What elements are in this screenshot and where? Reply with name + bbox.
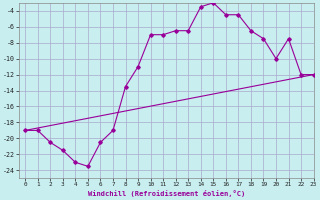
X-axis label: Windchill (Refroidissement éolien,°C): Windchill (Refroidissement éolien,°C) [88,190,245,197]
